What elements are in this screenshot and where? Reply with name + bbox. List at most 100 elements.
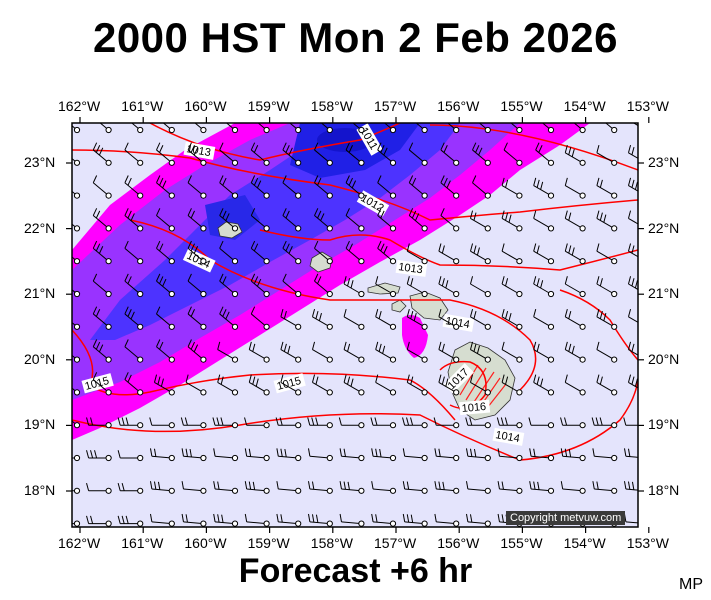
wind-barb [501, 308, 523, 330]
wind-barb [92, 339, 112, 363]
lon-label: 158°W [310, 98, 353, 114]
wind-barb [181, 513, 207, 527]
wind-barb [156, 142, 175, 166]
wind-barb [375, 341, 397, 363]
wind-barb [501, 210, 523, 232]
wind-barb [375, 374, 397, 396]
wind-barb [219, 273, 239, 298]
wind-barb [185, 374, 207, 396]
isobar-label: 1014 [494, 429, 520, 445]
wind-barb [149, 417, 175, 429]
corner-label: MP [679, 576, 703, 593]
wind-barb [343, 374, 365, 396]
wind-barb [564, 308, 586, 330]
copyright-badge: Copyright metvuw.com [506, 511, 626, 525]
lon-label: 154°W [563, 98, 606, 114]
wind-barb [472, 142, 491, 166]
wind-barb [92, 273, 112, 298]
wind-barb [248, 374, 270, 396]
wind-barb [314, 208, 333, 232]
wind-barb [187, 273, 207, 298]
wind-barb [345, 240, 365, 265]
wind-barb [469, 210, 491, 232]
wind-barb [469, 243, 491, 265]
forecast-label: Forecast +6 hr [238, 552, 473, 590]
wind-barb [149, 481, 175, 494]
wind-barb [533, 243, 555, 265]
wind-barb [627, 276, 638, 291]
wind-barb [408, 175, 428, 199]
wind-barb [627, 308, 638, 323]
lat-label: 18°N [24, 482, 56, 498]
lon-label: 155°W [500, 535, 543, 551]
wind-barb [496, 417, 523, 429]
wind-barb [92, 306, 112, 330]
wind-barb [343, 276, 365, 298]
wind-barb [343, 308, 365, 330]
isobar-line [129, 219, 537, 391]
wind-barb [371, 448, 397, 462]
wind-barb [338, 417, 365, 429]
wind-barb [440, 142, 460, 166]
wind-barb [465, 513, 491, 527]
wind-barb [72, 420, 81, 429]
wind-barb [596, 243, 618, 265]
wind-barb [276, 481, 302, 494]
wind-barb [124, 372, 144, 396]
lon-label: 153°W [626, 535, 669, 551]
lat-label: 21°N [24, 285, 56, 302]
wind-barb [187, 175, 207, 199]
wind-barb [377, 175, 397, 199]
wind-barb [345, 142, 365, 166]
isobar-label-box [273, 373, 306, 394]
wind-barb [219, 175, 239, 199]
wind-barb [117, 417, 144, 429]
isobar-label-box [443, 363, 474, 394]
wind-barb [596, 177, 618, 199]
lon-label: 157°W [374, 535, 417, 551]
wind-barb [564, 243, 586, 265]
wind-barb [149, 513, 175, 527]
wind-barb [181, 481, 207, 494]
wind-barb [117, 450, 144, 462]
lon-label: 159°W [247, 98, 290, 114]
wind-barb [117, 515, 144, 527]
lon-label: 161°W [121, 98, 164, 114]
wind-barb [339, 448, 365, 462]
wind-barb [187, 208, 207, 232]
wind-barb [564, 374, 586, 396]
wind-barb [314, 273, 333, 298]
wind-barb [408, 142, 428, 166]
wind-barb [596, 276, 618, 298]
wind-barb [406, 308, 428, 330]
wind-barb [438, 276, 460, 298]
wind-barb [244, 417, 270, 429]
wind-barb [280, 341, 302, 363]
wind-barb [627, 341, 638, 356]
wind-barb [307, 448, 333, 462]
wind-barb [314, 175, 333, 199]
lon-label: 162°W [58, 98, 101, 114]
wind-barb [343, 341, 365, 363]
wind-barb [248, 341, 270, 363]
isobar-line [72, 379, 638, 461]
lat-label: 19°N [648, 416, 680, 433]
isobar-label: 1013 [185, 143, 211, 159]
wind-barb [72, 289, 81, 298]
wind-barb [377, 208, 397, 232]
lat-label: 23°N [24, 154, 56, 170]
island-hatch [459, 364, 507, 413]
wind-barb [529, 448, 555, 462]
rain-patch-maui [402, 315, 428, 358]
wind-barb [219, 208, 239, 232]
wind-barb [219, 240, 239, 265]
rain-band-blue [90, 123, 460, 340]
wind-barb [311, 374, 333, 396]
wind-barb [92, 372, 112, 396]
wind-barb [250, 142, 270, 166]
wind-barb [181, 448, 207, 462]
wind-barb [213, 513, 239, 527]
wind-barb [72, 223, 81, 232]
lon-label: 161°W [121, 535, 164, 551]
